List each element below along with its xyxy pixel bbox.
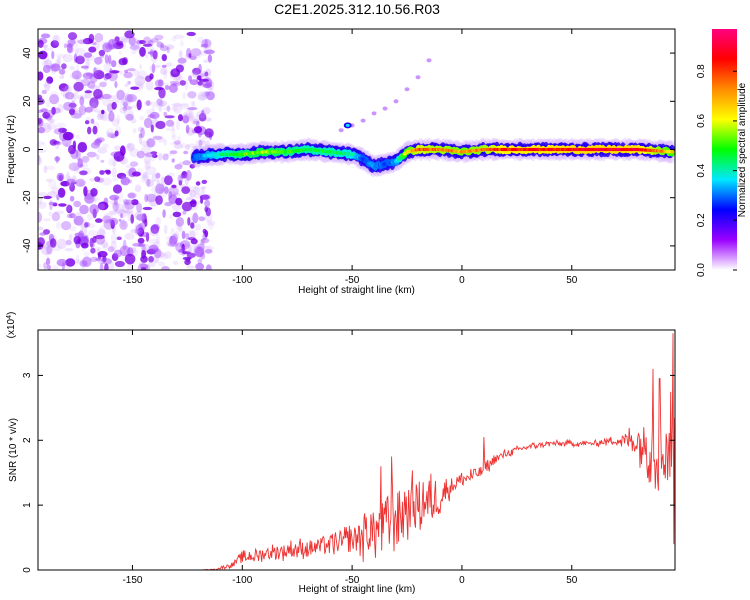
colorbar-tick-label: 0.2 [696, 213, 707, 227]
y-tick-label: -40 [22, 238, 33, 253]
y-tick-label: 20 [22, 95, 33, 107]
snr-series-line [38, 333, 675, 570]
colorbar-tick-label: 0.8 [696, 64, 707, 78]
y-tick-label: 3 [22, 372, 33, 378]
y-tick-label: 0 [22, 567, 33, 573]
snr-scale-exponent: 4 [6, 315, 13, 319]
colorbar-ticks: 0.0 0.2 0.4 0.6 0.8 [696, 64, 737, 277]
spectrogram-y-axis-label: Frequency (Hz) [6, 115, 17, 184]
colorbar-tick-label: 0.4 [696, 163, 707, 177]
spectrogram-plot-area [38, 30, 675, 270]
x-tick-label: 0 [459, 275, 465, 286]
snr-scale-prefix: (x10 [6, 318, 17, 338]
colorbar-label: Normalized spectral amplitude [737, 82, 748, 217]
y-tick-label: 40 [22, 47, 33, 59]
y-tick-label: 1 [22, 502, 33, 508]
y-tick-label: 2 [22, 437, 33, 443]
x-tick-label: -50 [345, 275, 360, 286]
y-tick-label: 0 [22, 146, 33, 152]
x-tick-label: -150 [122, 575, 142, 586]
colorbar-tick-label: 0.0 [696, 263, 707, 277]
snr-axes: -150 -100 -50 0 50 0 1 2 3 [22, 330, 675, 586]
spectrogram-panel: -150 -100 -50 0 50 -40 -20 0 20 40 Height of stra… [6, 28, 676, 296]
snr-scale-factor: (x104) [6, 312, 18, 339]
noise-speckle [38, 30, 216, 270]
snr-y-axis-label: SNR (10 * v/v) [8, 418, 19, 482]
x-tick-label: -150 [122, 275, 142, 286]
spectrogram-axes: -150 -100 -50 0 50 -40 -20 0 20 40 [22, 29, 675, 286]
snr-plot-area [38, 333, 675, 570]
chart-title: C2E1.2025.312.10.56.R03 [274, 1, 440, 17]
colorbar-tick-label: 0.6 [696, 114, 707, 128]
x-tick-label: -100 [232, 275, 252, 286]
x-tick-label: 50 [566, 275, 578, 286]
signal-ridge [189, 137, 675, 178]
snr-frame [37, 329, 676, 571]
spectrogram-x-axis-label: Height of straight line (km) [298, 285, 415, 296]
snr-panel: -150 -100 -50 0 50 0 1 2 3 Height of straight li… [6, 312, 676, 595]
snr-x-axis-label: Height of straight line (km) [299, 584, 416, 595]
snr-scale-suffix: ) [6, 312, 17, 315]
colorbar: 0.0 0.2 0.4 0.6 0.8 Normalized spectral ampl… [696, 29, 748, 277]
faint-streak [338, 58, 432, 133]
y-tick-label: -20 [22, 190, 33, 205]
x-tick-label: -50 [345, 575, 360, 586]
x-tick-label: 0 [459, 575, 465, 586]
x-tick-label: 50 [566, 575, 578, 586]
colorbar-gradient [712, 29, 737, 270]
x-tick-label: -100 [232, 575, 252, 586]
